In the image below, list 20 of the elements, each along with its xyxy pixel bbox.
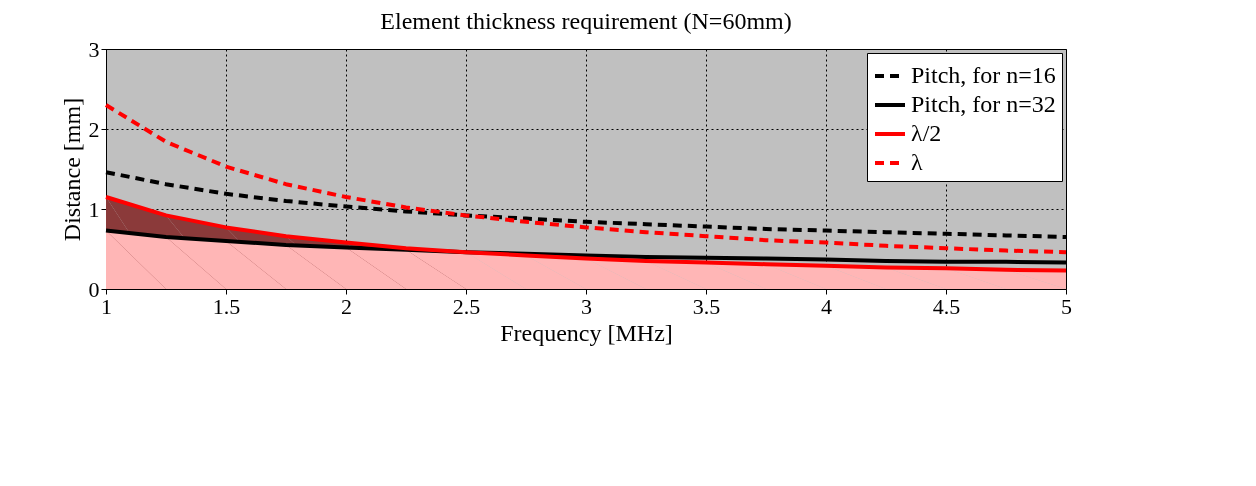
y-tick-label: 2 — [88, 116, 100, 142]
chart-title: Element thickness requirement (N=60mm) — [380, 8, 792, 34]
x-tick-label: 2.5 — [452, 293, 481, 319]
legend-label: λ — [911, 149, 923, 175]
x-tick-label: 4.5 — [932, 293, 961, 319]
x-tick-label: 2 — [341, 293, 352, 319]
x-tick-label: 3.5 — [692, 293, 721, 319]
legend-label: Pitch, for n=16 — [911, 62, 1056, 88]
y-tick-label: 1 — [88, 196, 100, 222]
legend-label: Pitch, for n=32 — [911, 91, 1056, 117]
x-tick-label: 3 — [581, 293, 592, 319]
x-tick-label: 1.5 — [212, 293, 241, 319]
x-tick-label: 5 — [1061, 293, 1072, 319]
x-tick-label: 4 — [821, 293, 832, 319]
y-tick-label: 0 — [88, 276, 100, 302]
y-tick-label: 3 — [88, 36, 100, 62]
y-axis-title: Distance [mm] — [58, 97, 85, 242]
legend-label: λ/2 — [911, 120, 942, 146]
x-axis-title: Frequency [MHz] — [500, 319, 673, 346]
line-series — [104, 195, 1068, 273]
